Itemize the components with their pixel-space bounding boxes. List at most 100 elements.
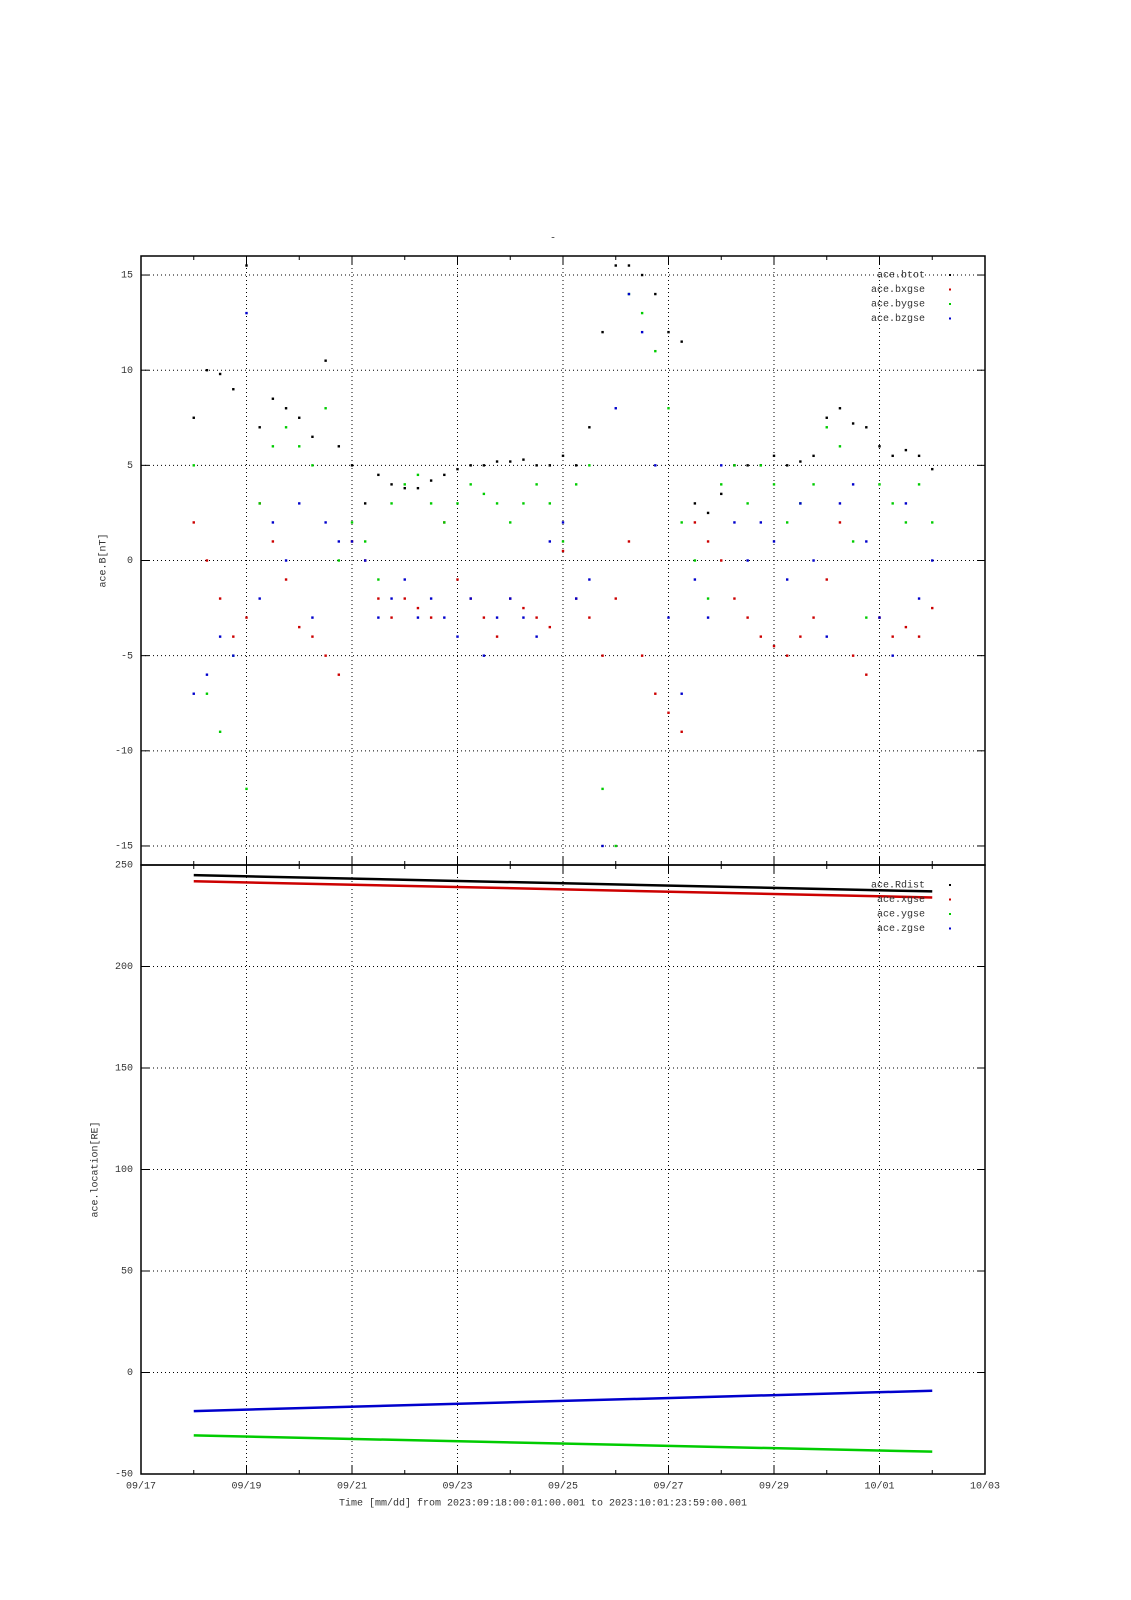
point bbox=[337, 673, 341, 676]
point bbox=[878, 445, 881, 448]
point bbox=[245, 616, 248, 619]
x-tick-label: 10/01 bbox=[864, 1481, 894, 1493]
point bbox=[680, 730, 683, 733]
point bbox=[429, 597, 433, 600]
point bbox=[588, 616, 591, 619]
line bbox=[193, 879, 933, 899]
point bbox=[654, 349, 657, 353]
point bbox=[588, 426, 591, 429]
point bbox=[416, 486, 420, 490]
point bbox=[746, 559, 749, 562]
point bbox=[654, 692, 657, 695]
point bbox=[917, 597, 921, 600]
legend-swatch bbox=[949, 927, 951, 930]
point bbox=[904, 625, 908, 629]
point bbox=[284, 559, 288, 562]
point bbox=[693, 502, 697, 505]
legend-label: ace.bxgse bbox=[871, 284, 925, 296]
point bbox=[324, 521, 327, 524]
point bbox=[851, 483, 855, 486]
point bbox=[746, 616, 749, 619]
point bbox=[377, 597, 380, 600]
legend-swatch bbox=[949, 913, 951, 915]
point bbox=[746, 464, 749, 467]
point bbox=[416, 473, 420, 477]
line bbox=[193, 1434, 933, 1453]
x-axis-label: Time [mm/dd] from 2023:09:18:00:01:00.00… bbox=[339, 1498, 747, 1510]
point bbox=[232, 635, 235, 638]
point bbox=[390, 502, 393, 505]
point bbox=[535, 635, 538, 638]
point bbox=[495, 635, 499, 638]
point bbox=[706, 511, 710, 515]
point bbox=[298, 445, 301, 448]
point bbox=[284, 426, 288, 429]
point bbox=[667, 616, 670, 619]
point bbox=[561, 549, 565, 553]
point bbox=[851, 540, 855, 543]
point bbox=[812, 483, 815, 486]
data-layer bbox=[193, 873, 933, 1453]
y-tick-label: 250 bbox=[115, 861, 133, 872]
point bbox=[733, 521, 736, 524]
point bbox=[403, 483, 406, 486]
legend-swatch bbox=[949, 274, 951, 276]
point bbox=[627, 540, 631, 543]
y-tick-label: -50 bbox=[115, 1470, 133, 1481]
point bbox=[746, 502, 749, 505]
point bbox=[443, 521, 446, 524]
point bbox=[311, 435, 314, 438]
point bbox=[350, 540, 354, 543]
line bbox=[193, 1389, 933, 1413]
legend-swatch bbox=[949, 884, 951, 886]
point bbox=[416, 606, 420, 610]
point bbox=[284, 578, 288, 581]
legend-swatch bbox=[949, 898, 951, 901]
point bbox=[245, 311, 248, 315]
point bbox=[640, 273, 644, 277]
point bbox=[772, 483, 776, 486]
point bbox=[271, 521, 275, 524]
point bbox=[284, 407, 288, 410]
x-tick-label: 10/03 bbox=[970, 1481, 1000, 1493]
legend-label: ace.xgse bbox=[877, 895, 925, 906]
point bbox=[390, 597, 393, 600]
y-axis-label: ace.B[nT] bbox=[98, 533, 110, 587]
point bbox=[258, 597, 261, 600]
point bbox=[232, 654, 235, 657]
y-tick-label: 50 bbox=[121, 1267, 133, 1278]
x-tick-label: 09/23 bbox=[442, 1481, 472, 1493]
point bbox=[614, 844, 617, 848]
legend-label: ace.ygse bbox=[877, 910, 925, 921]
point bbox=[680, 692, 683, 695]
y-tick-label: -10 bbox=[115, 746, 133, 757]
point bbox=[588, 464, 591, 467]
point bbox=[469, 464, 472, 467]
point bbox=[878, 483, 881, 486]
point bbox=[917, 483, 921, 486]
point bbox=[759, 635, 763, 638]
point bbox=[245, 787, 248, 791]
y-axis-label: ace.location[RE] bbox=[90, 1121, 102, 1217]
y-tick-label: 15 bbox=[121, 271, 133, 282]
point bbox=[456, 502, 459, 505]
point bbox=[601, 844, 604, 848]
point bbox=[931, 559, 934, 562]
point bbox=[865, 540, 868, 543]
point bbox=[825, 426, 828, 429]
point bbox=[693, 521, 697, 524]
y-tick-label: 0 bbox=[127, 1368, 133, 1379]
point bbox=[495, 460, 499, 463]
point bbox=[878, 616, 881, 619]
point bbox=[350, 464, 354, 467]
point bbox=[390, 616, 393, 619]
point bbox=[693, 578, 697, 581]
point bbox=[205, 368, 209, 372]
point bbox=[667, 407, 670, 410]
point bbox=[851, 422, 855, 425]
point bbox=[851, 654, 855, 657]
point bbox=[931, 606, 934, 610]
point bbox=[271, 540, 275, 543]
point bbox=[720, 483, 723, 486]
point bbox=[838, 445, 842, 448]
